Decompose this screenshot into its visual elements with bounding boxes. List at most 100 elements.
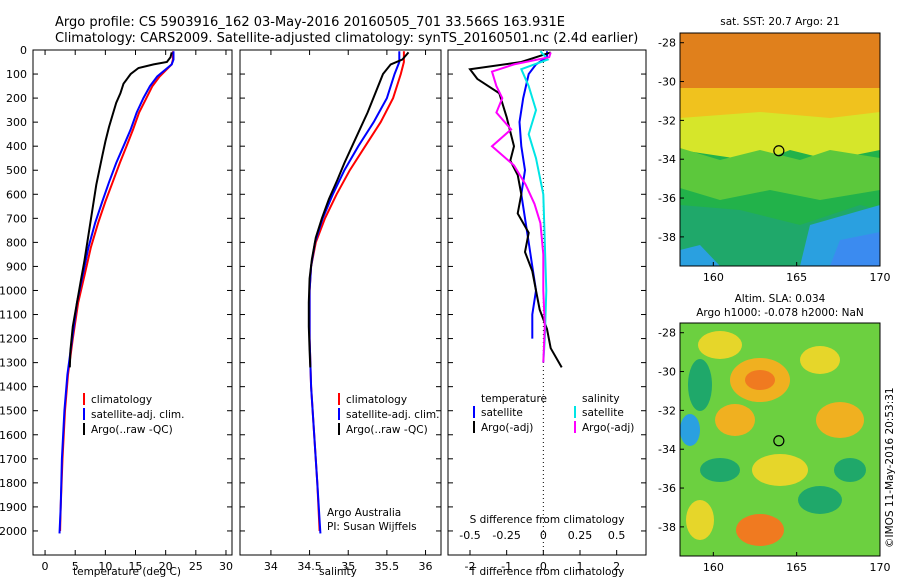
sla-map-title-2: Argo h1000: -0.078 h2000: NaN: [696, 307, 864, 319]
depth-tick-label: 500: [6, 164, 27, 177]
salinity-panel: [239, 49, 442, 556]
x-tick-label: 0: [42, 560, 49, 573]
map-y-tick-label: -34: [658, 443, 676, 456]
map-y-tick-label: -30: [658, 366, 676, 379]
depth-tick-label: 200: [6, 92, 27, 105]
series-line: [468, 51, 563, 368]
s-difference-label: S difference from climatology: [470, 514, 625, 526]
map-x-tick-label: 160: [703, 271, 724, 284]
s-tick-label: -0.5: [459, 529, 480, 542]
x-tick-label: -1: [501, 560, 512, 573]
map-y-tick-label: -38: [658, 231, 676, 244]
depth-tick-label: 100: [6, 68, 27, 81]
map-y-tick-label: -36: [658, 482, 676, 495]
depth-tick-label: 1300: [0, 357, 27, 370]
map-x-tick-label: 165: [786, 271, 807, 284]
temp-legend-climatology: climatology: [91, 394, 152, 406]
depth-tick-label: 1200: [0, 333, 27, 346]
x-tick-label: 5: [72, 560, 79, 573]
depth-tick-label: 1700: [0, 453, 27, 466]
temp-legend-argo: Argo(..raw -QC): [91, 424, 173, 436]
depth-tick-label: 1600: [0, 429, 27, 442]
series-line: [58, 51, 175, 534]
title-line-2: Climatology: CARS2009. Satellite-adjuste…: [55, 31, 638, 46]
temp-legend-satellite: satellite-adj. clim.: [91, 409, 184, 421]
map-x-tick-label: 165: [786, 561, 807, 574]
salinity-legend: climatology satellite-adj. clim. Argo(..…: [338, 393, 439, 436]
float-position-marker: [773, 145, 785, 157]
sla-map-title-1: Altim. SLA: 0.034: [735, 293, 826, 305]
depth-tick-label: 2000: [0, 525, 27, 538]
series-line: [308, 51, 401, 534]
diff-legend-t-satellite: satellite: [481, 407, 523, 419]
s-tick-label: -0.25: [492, 529, 520, 542]
series-line: [307, 51, 410, 368]
depth-tick-label: 700: [6, 212, 27, 225]
sla-heatmap: [680, 323, 880, 556]
depth-tick-label: 0: [20, 44, 27, 57]
depth-tick-label: 1100: [0, 309, 27, 322]
x-tick-label: 25: [189, 560, 203, 573]
x-tick-label: 2: [613, 560, 620, 573]
map-y-tick-label: -34: [658, 153, 676, 166]
series-line: [490, 52, 552, 363]
sal-legend-climatology: climatology: [346, 394, 407, 406]
x-tick-label: 34.5: [297, 560, 322, 573]
depth-tick-label: 1000: [0, 284, 27, 297]
depth-tick-label: 800: [6, 236, 27, 249]
x-tick-label: 30: [219, 560, 233, 573]
x-tick-label: 34: [264, 560, 278, 573]
diff-legend-t-argo: Argo(-adj): [481, 422, 533, 434]
map-x-tick-label: 170: [870, 561, 891, 574]
map-x-tick-label: 170: [870, 271, 891, 284]
depth-axis: 0 100 200 300 400 500 600 700 800 900 1000 1100 1200…: [0, 44, 646, 538]
series-line: [519, 50, 550, 363]
s-tick-label: 0: [540, 529, 547, 542]
map-y-tick-label: -30: [658, 76, 676, 89]
imos-stamp: ©IMOS 11-May-2016 20:53:31: [884, 387, 896, 548]
temperature-legend: climatology satellite-adj. clim. Argo(..…: [83, 393, 184, 436]
depth-tick-label: 300: [6, 116, 27, 129]
difference-legend: temperature salinity satellite Argo(-adj…: [473, 393, 634, 434]
series-line: [59, 51, 174, 532]
float-position-marker: [773, 435, 785, 447]
x-tick-label: 35.5: [375, 560, 400, 573]
x-tick-label: 1: [577, 560, 584, 573]
pi-label: PI: Susan Wijffels: [327, 521, 417, 533]
depth-tick-label: 1900: [0, 501, 27, 514]
map-y-tick-label: -38: [658, 521, 676, 534]
sst-heatmap: [680, 33, 880, 266]
sst-map-title: sat. SST: 20.7 Argo: 21: [720, 16, 840, 28]
depth-tick-label: 1500: [0, 405, 27, 418]
depth-tick-label: 1400: [0, 381, 27, 394]
salinity-plot: 34 34.5 35 35.5 36: [264, 50, 433, 573]
s-tick-label: 0.25: [568, 529, 593, 542]
temperature-plot: 0 5 10 15 20 25 30: [42, 50, 233, 573]
x-tick-label: 15: [129, 560, 143, 573]
map-y-tick-label: -28: [658, 327, 676, 340]
x-tick-label: 36: [419, 560, 433, 573]
x-tick-label: 35: [341, 560, 355, 573]
difference-plot: -2 -1 0 1 2 -0.5 -0.25 0 0.25 0.5: [459, 50, 625, 573]
map-axes: 160 165 170 -28 -30 -32 -34 -36 -38 160 165 170 -28 -…: [658, 37, 890, 574]
map-x-tick-label: 160: [703, 561, 724, 574]
temperature-xlabel: temperature (deg C): [73, 566, 181, 578]
sal-legend-satellite: satellite-adj. clim.: [346, 409, 439, 421]
series-line: [68, 52, 173, 368]
x-tick-label: 10: [98, 560, 112, 573]
argo-australia-label: Argo Australia: [327, 507, 401, 519]
x-tick-label: 20: [159, 560, 173, 573]
map-y-tick-label: -32: [658, 114, 676, 127]
difference-xlabel: T difference from climatology: [469, 566, 625, 578]
sal-legend-argo: Argo(..raw -QC): [346, 424, 428, 436]
x-tick-label: 0: [540, 560, 547, 573]
depth-tick-label: 400: [6, 140, 27, 153]
diff-legend-s-argo: Argo(-adj): [582, 422, 634, 434]
depth-tick-label: 1800: [0, 477, 27, 490]
diff-legend-temperature-heading: temperature: [481, 393, 547, 405]
salinity-xlabel: salinity: [319, 566, 357, 578]
map-y-tick-label: -32: [658, 404, 676, 417]
map-y-tick-label: -28: [658, 37, 676, 50]
depth-tick-label: 600: [6, 188, 27, 201]
